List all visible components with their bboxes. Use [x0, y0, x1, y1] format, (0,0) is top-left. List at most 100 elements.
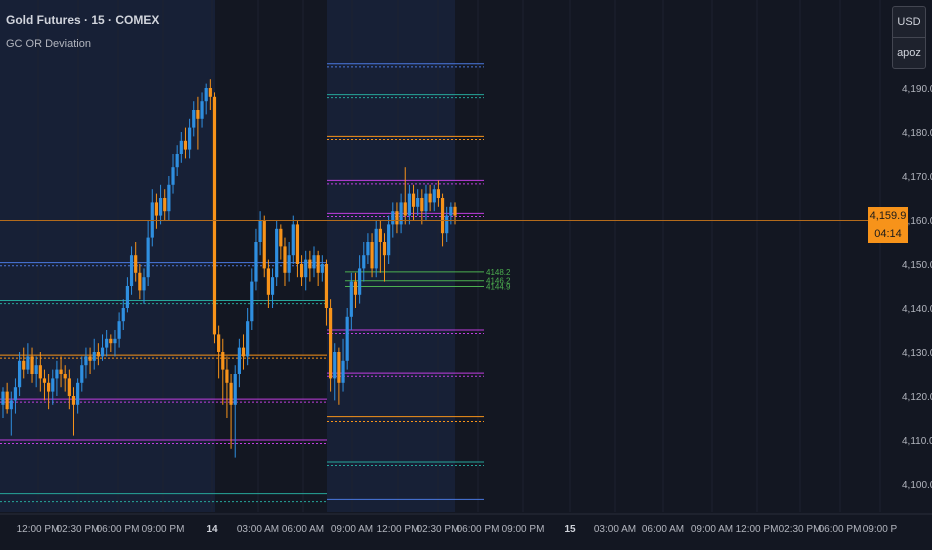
price-tick-label: 4,180.0	[902, 128, 932, 139]
candle-body	[416, 198, 420, 207]
candle-body	[436, 189, 441, 198]
candle-body	[320, 264, 324, 273]
candle-body	[138, 272, 142, 291]
candle-body	[262, 220, 266, 269]
candle-body	[362, 255, 366, 269]
time-tick-label: 09:00 P	[863, 524, 898, 535]
candle-body	[167, 184, 171, 212]
candle-body	[42, 378, 47, 383]
candle-body	[395, 211, 399, 225]
candle-body	[1, 391, 5, 405]
candle-body	[30, 356, 34, 374]
bar-countdown: 04:14	[874, 228, 902, 240]
candle-body	[424, 193, 428, 212]
time-tick-label: 06:00 AM	[282, 524, 324, 535]
price-tick-label: 4,150.0	[902, 260, 932, 271]
candle-body	[382, 242, 387, 256]
price-tick-label: 4,170.0	[902, 172, 932, 183]
time-tick-label: 06:00 PM	[457, 524, 500, 535]
candle-body	[34, 365, 38, 374]
candle-body	[250, 281, 254, 322]
candle-body	[26, 356, 30, 370]
candle-body	[411, 193, 416, 207]
candle-body	[5, 391, 9, 410]
candle-body	[217, 334, 221, 352]
candle-body	[188, 127, 192, 150]
time-tick-label: 06:00 PM	[97, 524, 140, 535]
time-tick-label: 09:00 PM	[142, 524, 185, 535]
candle-body	[333, 352, 337, 379]
candle-body	[47, 382, 51, 392]
candle-body	[403, 202, 407, 216]
candle-body	[428, 193, 432, 203]
candle-body	[353, 281, 358, 295]
currency-selector[interactable]: USD apoz	[892, 6, 926, 69]
candle-body	[349, 281, 353, 317]
candle-body	[113, 338, 117, 344]
candle-body	[88, 356, 92, 361]
currency-label[interactable]: USD	[897, 16, 921, 28]
candle-body	[105, 338, 109, 348]
candle-body	[125, 286, 130, 308]
candle-body	[316, 255, 320, 273]
candle-body	[129, 255, 134, 286]
candle-body	[55, 369, 59, 379]
time-tick-label: 09:00 AM	[331, 524, 373, 535]
candle-body	[59, 369, 63, 374]
candle-body	[175, 154, 179, 168]
green-level-label: 4146.2	[486, 277, 511, 286]
candle-body	[295, 224, 300, 264]
candle-body	[407, 193, 411, 216]
candle-body	[304, 259, 308, 278]
price-axis[interactable]: 4,100.0 4,110.0 4,120.0 4,130.0 4,140.0 4,150…	[902, 84, 932, 491]
candle-body	[308, 259, 312, 269]
candle-body	[67, 378, 71, 396]
candle-body	[337, 352, 341, 383]
candle-body	[192, 110, 196, 128]
time-tick-label: 15	[564, 524, 576, 535]
indicator-name[interactable]: GC OR Deviation	[6, 38, 91, 50]
candle-body	[200, 101, 204, 119]
candles	[1, 79, 457, 458]
price-tick-label: 4,130.0	[902, 348, 932, 359]
candle-body	[71, 396, 76, 405]
candle-body	[183, 140, 188, 150]
candle-body	[96, 352, 100, 357]
candle-body	[279, 228, 283, 247]
candle-body	[370, 242, 374, 269]
price-tick-label: 4,110.0	[902, 436, 932, 447]
price-tick-label: 4,140.0	[902, 304, 932, 315]
candle-body	[100, 347, 105, 357]
candle-body	[212, 96, 217, 335]
candle-body	[80, 365, 84, 383]
price-tick-label: 4,100.0	[902, 480, 932, 491]
candle-body	[237, 347, 241, 374]
candle-body	[275, 228, 279, 278]
chart-title[interactable]: Gold Futures · 15 · COMEX	[6, 13, 160, 27]
candle-body	[17, 360, 22, 388]
candle-body	[204, 88, 208, 102]
candle-body	[154, 202, 159, 216]
candle-body	[328, 308, 333, 379]
green-level-label: 4144.9	[486, 282, 511, 291]
time-tick-label: 02:30 PM	[417, 524, 460, 535]
time-tick-label: 14	[206, 524, 218, 535]
candle-body	[287, 255, 291, 273]
time-tick-label: 12:00 PM	[736, 524, 779, 535]
user-label[interactable]: apoz	[893, 37, 925, 68]
candle-body	[196, 110, 200, 119]
candle-body	[241, 347, 246, 357]
session-shade	[0, 0, 215, 512]
candle-body	[399, 202, 403, 225]
candle-body	[63, 374, 67, 379]
candle-body	[163, 198, 167, 212]
candle-body	[449, 206, 453, 216]
session-shade	[327, 0, 455, 512]
price-tick-label: 4,190.0	[902, 84, 932, 95]
candle-body	[341, 360, 345, 383]
time-tick-label: 02:30 PM	[779, 524, 822, 535]
current-price-tag: 4,159.9 04:14	[868, 207, 908, 243]
price-tick-label: 4,120.0	[902, 392, 932, 403]
